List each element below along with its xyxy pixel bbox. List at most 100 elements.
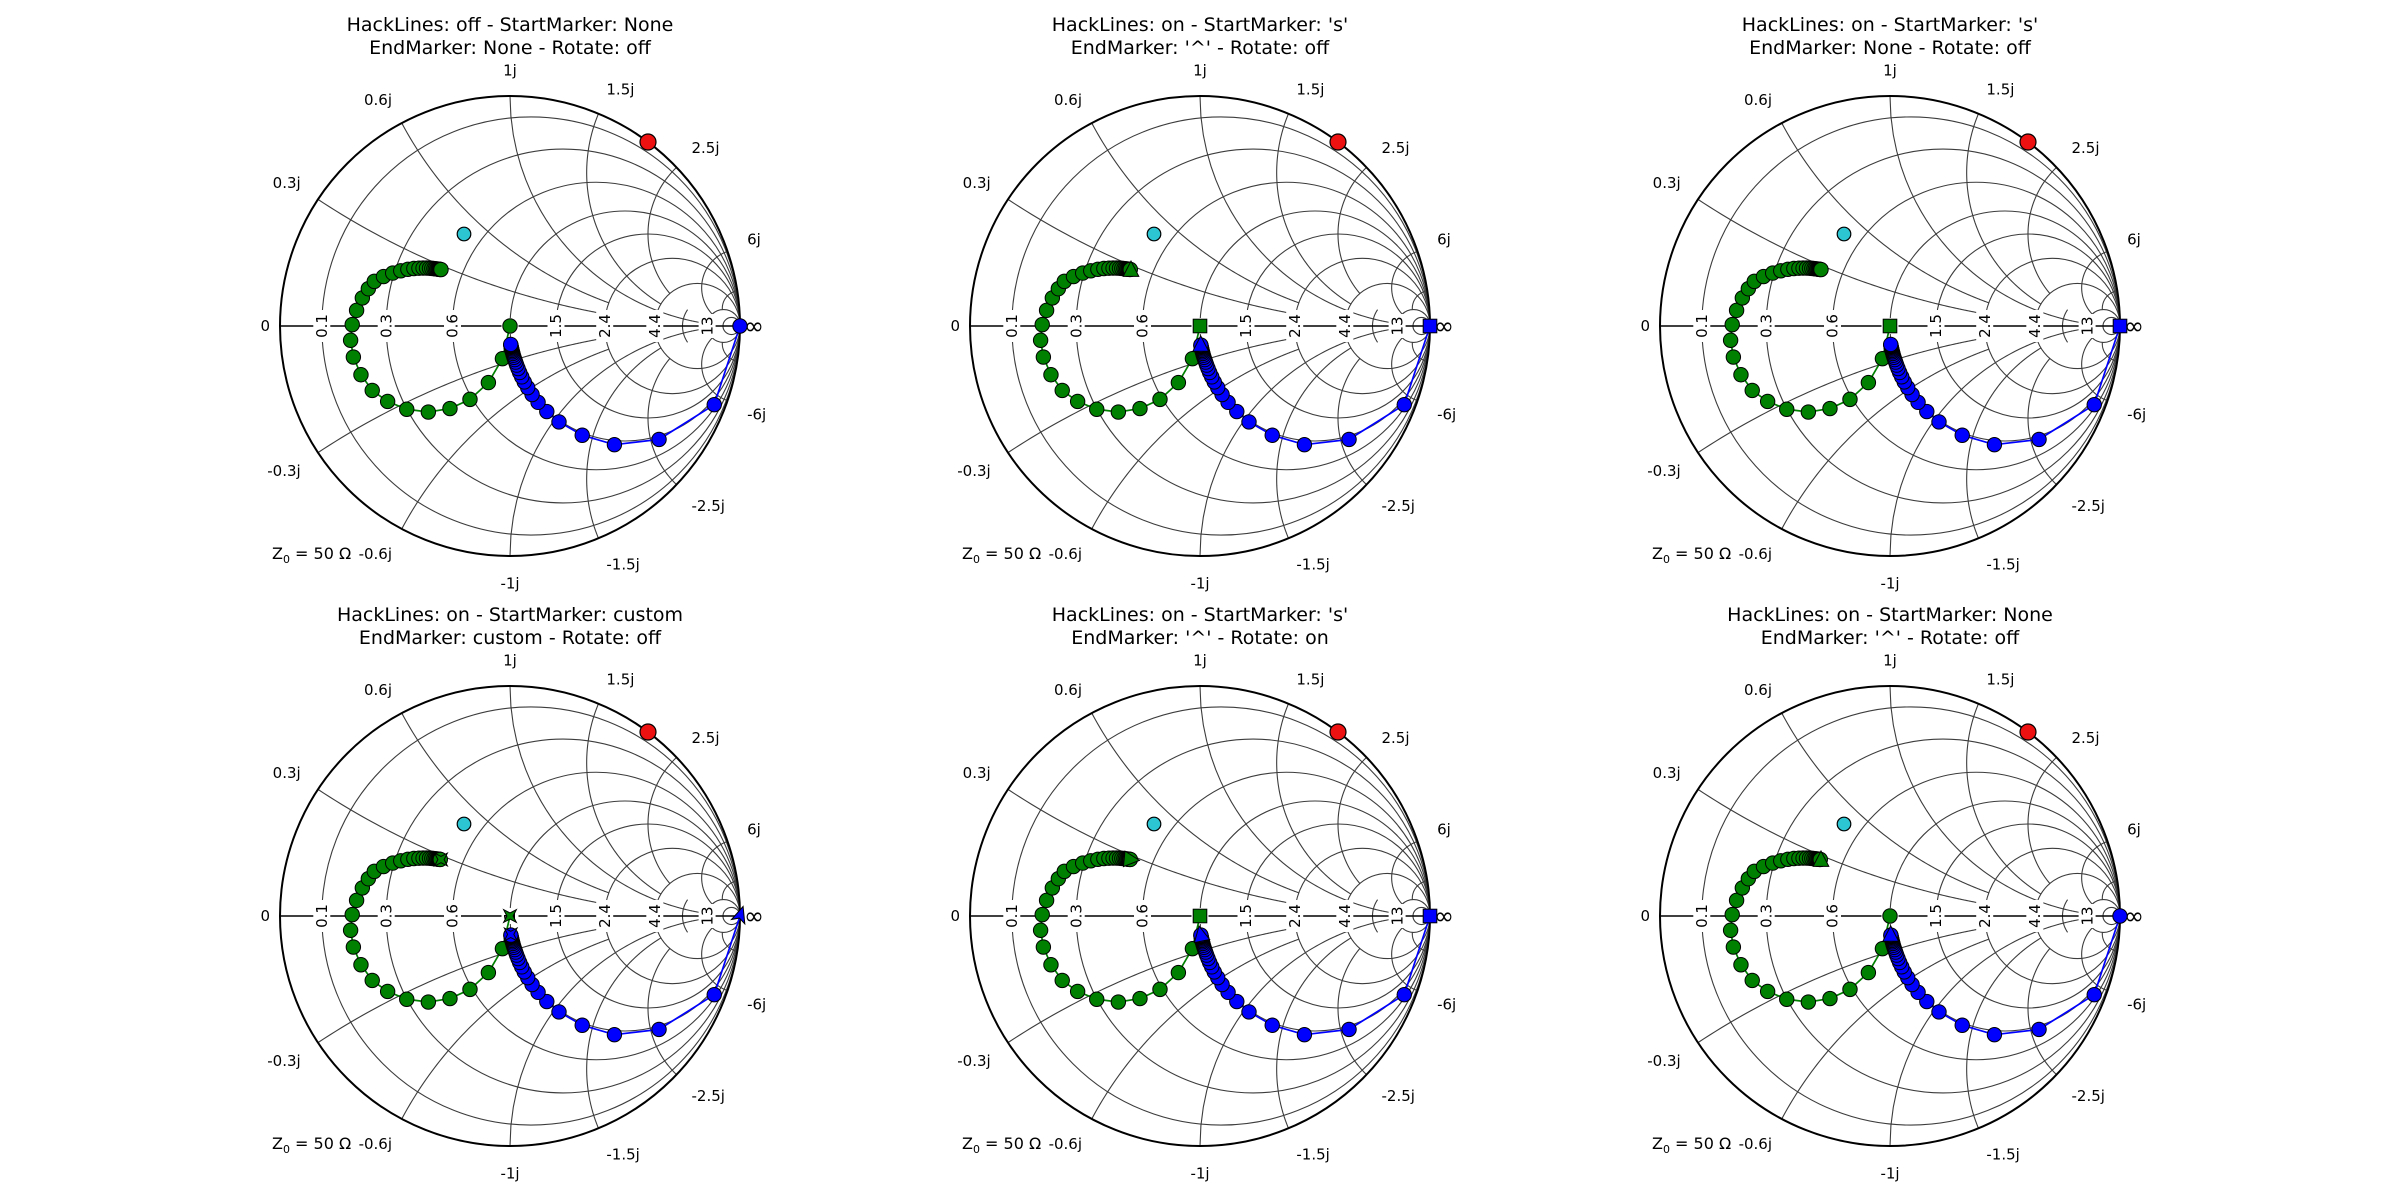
reactance-label: 0.6j: [1744, 681, 1772, 699]
dot-marker: [1034, 906, 1050, 923]
reactance-arc: [1411, 932, 1428, 952]
axis-label: 1.5: [547, 900, 565, 932]
reactance-label: 0.3j: [273, 764, 301, 782]
title-line1: HackLines: on - StartMarker: 's': [1741, 14, 2039, 36]
title-line1: HackLines: on - StartMarker: 's': [1051, 604, 1349, 626]
infinity-label: ∞: [2124, 312, 2144, 340]
zero-label: 0: [260, 317, 270, 335]
dot-marker: [1733, 957, 1749, 973]
reactance-label: 6j: [747, 231, 761, 249]
square-marker: [1882, 318, 1898, 334]
dot-marker: [1069, 393, 1086, 410]
axis-label: 4.4: [1336, 310, 1354, 342]
reactance-arc: [721, 290, 738, 310]
dot-marker: [348, 302, 365, 319]
axis-label: 0.3: [377, 310, 395, 342]
subplot-6: 0.10.30.611.52.44.4130.3j0.6j1j1.5j2.5j6…: [1640, 651, 2146, 1182]
dot-marker: [1759, 393, 1776, 410]
square-marker: [2112, 318, 2128, 334]
reactance-label: 2.5j: [1382, 139, 1410, 157]
axis-label: 13: [1388, 314, 1406, 338]
reactance-label: -2.5j: [692, 497, 725, 515]
reactance-arc: [401, 348, 609, 530]
dot-marker: [480, 964, 497, 981]
svg-text:4.4: 4.4: [646, 904, 664, 928]
axis-label: 2.4: [596, 310, 614, 342]
svg-text:0.6: 0.6: [444, 314, 462, 338]
axis-label: 2.4: [1286, 310, 1304, 342]
reactance-label: 6j: [2127, 231, 2141, 249]
reactance-label: -1j: [1190, 575, 1209, 593]
cyan-point: [456, 226, 472, 242]
reactance-label: -6j: [747, 995, 766, 1013]
square-marker: [1422, 318, 1438, 334]
dot-marker: [574, 1017, 590, 1033]
dot-marker: [1779, 991, 1795, 1007]
dot-marker: [2086, 396, 2102, 413]
dot-marker: [1152, 981, 1168, 998]
reactance-label: 0.3j: [963, 764, 991, 782]
dot-marker: [1132, 400, 1148, 417]
reactance-arc: [1199, 685, 1398, 915]
dot-marker: [462, 391, 478, 408]
svg-text:1.5: 1.5: [547, 904, 565, 928]
reactance-arc: [586, 347, 662, 539]
svg-text:1.5: 1.5: [1237, 904, 1255, 928]
svg-text:2.4: 2.4: [596, 314, 614, 338]
svg-text:1.5: 1.5: [1927, 904, 1945, 928]
svg-text:0.1: 0.1: [313, 314, 331, 338]
dot-marker: [551, 1004, 567, 1020]
dot-marker: [1038, 302, 1055, 319]
reactance-arc: [1781, 348, 1989, 530]
reactance-arc: [1391, 337, 1418, 402]
triangle-marker: [1812, 849, 1830, 867]
reactance-arc: [401, 712, 609, 894]
dot-marker: [1241, 1004, 1257, 1020]
axis-label: 4.4: [2026, 900, 2044, 932]
axis-label: 1.5: [1927, 900, 1945, 932]
reactance-label: -0.3j: [267, 462, 300, 480]
dot-marker: [1722, 922, 1739, 938]
dot-marker: [1069, 983, 1086, 1000]
dot-marker: [1800, 994, 1817, 1010]
reactance-label: -0.6j: [359, 1135, 392, 1153]
reactance-arc: [1697, 337, 1986, 454]
z0-impedance-label: Z0 = 50 Ω: [962, 1134, 1042, 1157]
zero-label: 0: [950, 907, 960, 925]
dot-marker: [1110, 994, 1127, 1010]
axis-label: 0.6: [1134, 310, 1152, 342]
svg-text:0.6: 0.6: [1134, 314, 1152, 338]
svg-text:0.1: 0.1: [313, 904, 331, 928]
dot-marker: [1032, 332, 1049, 348]
axis-label: 0.6: [1824, 900, 1842, 932]
dot-marker: [1035, 349, 1052, 365]
svg-text:1.5: 1.5: [1927, 314, 1945, 338]
axis-label: 0.3: [1067, 310, 1085, 342]
axis-label: 0.1: [1693, 900, 1711, 932]
reactance-label: 6j: [1437, 821, 1451, 839]
dot-marker: [1264, 427, 1280, 443]
title-line2: EndMarker: None - Rotate: off: [369, 37, 651, 59]
triangle-marker: [1122, 259, 1140, 277]
reactance-label: 2.5j: [2072, 139, 2100, 157]
reactance-label: -0.3j: [957, 462, 990, 480]
dot-marker: [379, 983, 396, 1000]
reactance-arc: [721, 880, 738, 900]
reactance-arc: [1276, 347, 1352, 539]
reactance-arc: [2101, 880, 2118, 900]
svg-text:4.4: 4.4: [2026, 314, 2044, 338]
dot-marker: [1341, 1021, 1357, 1038]
dot-marker: [342, 922, 359, 938]
svg-text:13: 13: [1388, 906, 1406, 925]
subplot-title-1: HackLines: off - StartMarker: None EndMar…: [250, 14, 770, 60]
dot-marker: [1054, 382, 1070, 399]
infinity-label: ∞: [744, 902, 764, 930]
reactance-arc: [2027, 948, 2057, 1076]
title-line2: EndMarker: '^' - Rotate: off: [1070, 37, 1330, 59]
dot-marker: [1724, 906, 1740, 923]
dot-marker: [1759, 983, 1776, 1000]
subplot-5: 0.10.30.611.52.44.4130.3j0.6j1j1.5j2.5j6…: [950, 651, 1456, 1182]
dot-marker: [1986, 436, 2003, 453]
axis-label: 0.1: [1003, 310, 1021, 342]
